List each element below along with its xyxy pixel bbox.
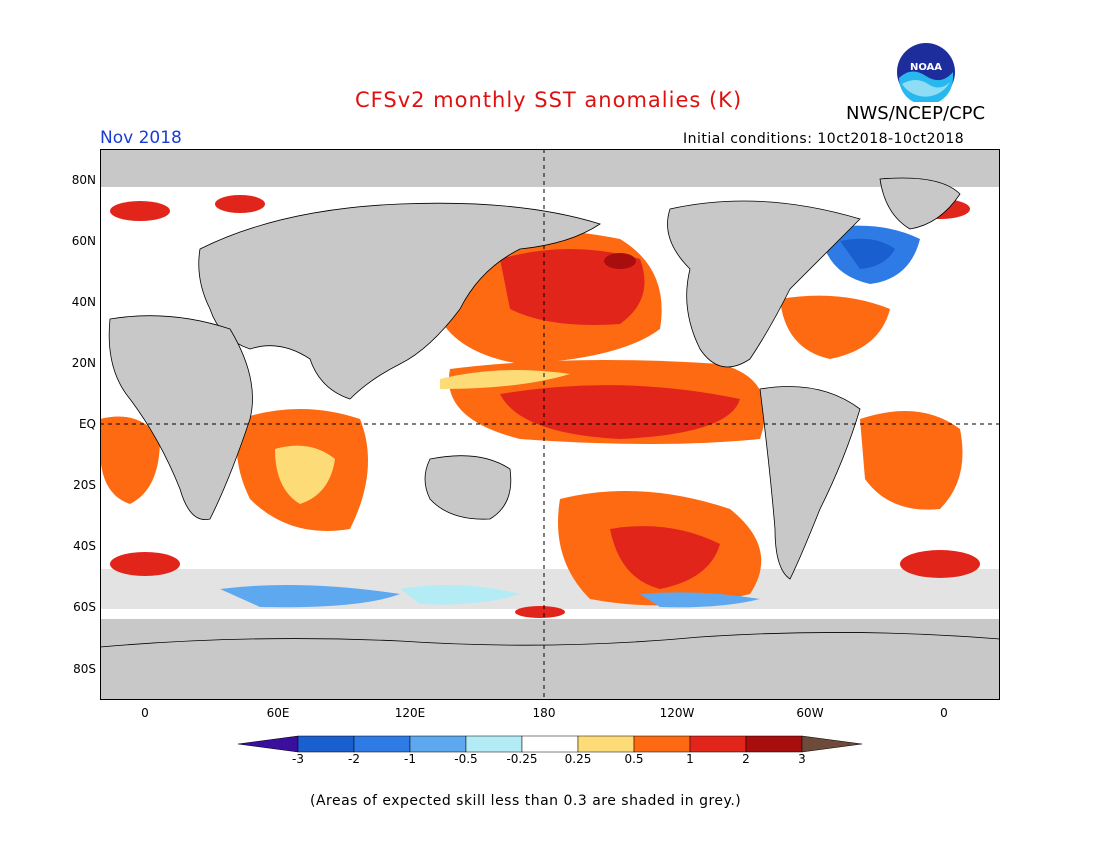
noaa-logo-text: NOAA <box>910 62 942 73</box>
initial-conditions: Initial conditions: 10ct2018-10ct2018 <box>683 131 965 147</box>
colorbar-bin <box>633 735 691 753</box>
colorbar-label: 0.5 <box>624 752 644 766</box>
lon-label: 120E <box>394 706 426 720</box>
noaa-logo: NOAA <box>897 43 955 102</box>
colorbar-bin <box>353 735 411 753</box>
colorbar-arrow-low <box>238 735 299 753</box>
colorbar <box>238 735 862 753</box>
colorbar-label: 1 <box>686 752 694 766</box>
antarctica <box>100 632 1000 700</box>
lat-label: 20N <box>71 356 96 370</box>
colorbar-bin <box>409 735 467 753</box>
greenland <box>879 177 961 230</box>
forecast-month: Nov 2018 <box>100 128 182 148</box>
lat-label: 60N <box>71 234 96 248</box>
colorbar-label: -2 <box>348 752 360 766</box>
lon-label: 180 <box>532 706 556 720</box>
lat-label: 60S <box>73 600 96 614</box>
eurasia <box>198 202 601 400</box>
map-title: CFSv2 monthly SST anomalies (K) <box>355 88 743 112</box>
colorbar-bin <box>577 735 635 753</box>
agency-label: NWS/NCEP/CPC <box>846 103 986 124</box>
lat-label: 40S <box>73 539 96 553</box>
colorbar-bin <box>297 735 355 753</box>
lon-label: 60W <box>796 706 824 720</box>
africa <box>108 315 253 521</box>
lat-label: 40N <box>71 295 96 309</box>
south-america <box>759 386 861 580</box>
lon-label: 0 <box>940 706 948 720</box>
continents <box>100 177 1000 700</box>
colorbar-label: 0.25 <box>564 752 592 766</box>
arctic-grey <box>100 149 1000 187</box>
colorbar-bin <box>745 735 803 753</box>
colorbar-arrow-high <box>801 735 862 753</box>
australia <box>424 455 512 520</box>
skill-footnote: (Areas of expected skill less than 0.3 a… <box>310 793 742 809</box>
colorbar-bin <box>689 735 747 753</box>
colorbar-bin <box>521 735 579 753</box>
lat-label: 80S <box>73 662 96 676</box>
lat-label: 20S <box>73 478 96 492</box>
colorbar-label: -1 <box>404 752 416 766</box>
lat-label: 80N <box>71 173 96 187</box>
lon-label: 120W <box>659 706 695 720</box>
colorbar-bin <box>465 735 523 753</box>
colorbar-label: -3 <box>292 752 304 766</box>
lat-label: EQ <box>78 417 96 431</box>
colorbar-label: -0.5 <box>454 752 478 766</box>
lon-label: 0 <box>141 706 149 720</box>
lon-label: 60E <box>266 706 290 720</box>
sst-anomaly-map <box>100 149 1000 700</box>
colorbar-label: -0.25 <box>506 752 538 766</box>
colorbar-label: 3 <box>798 752 806 766</box>
colorbar-label: 2 <box>742 752 750 766</box>
north-america <box>667 200 861 368</box>
